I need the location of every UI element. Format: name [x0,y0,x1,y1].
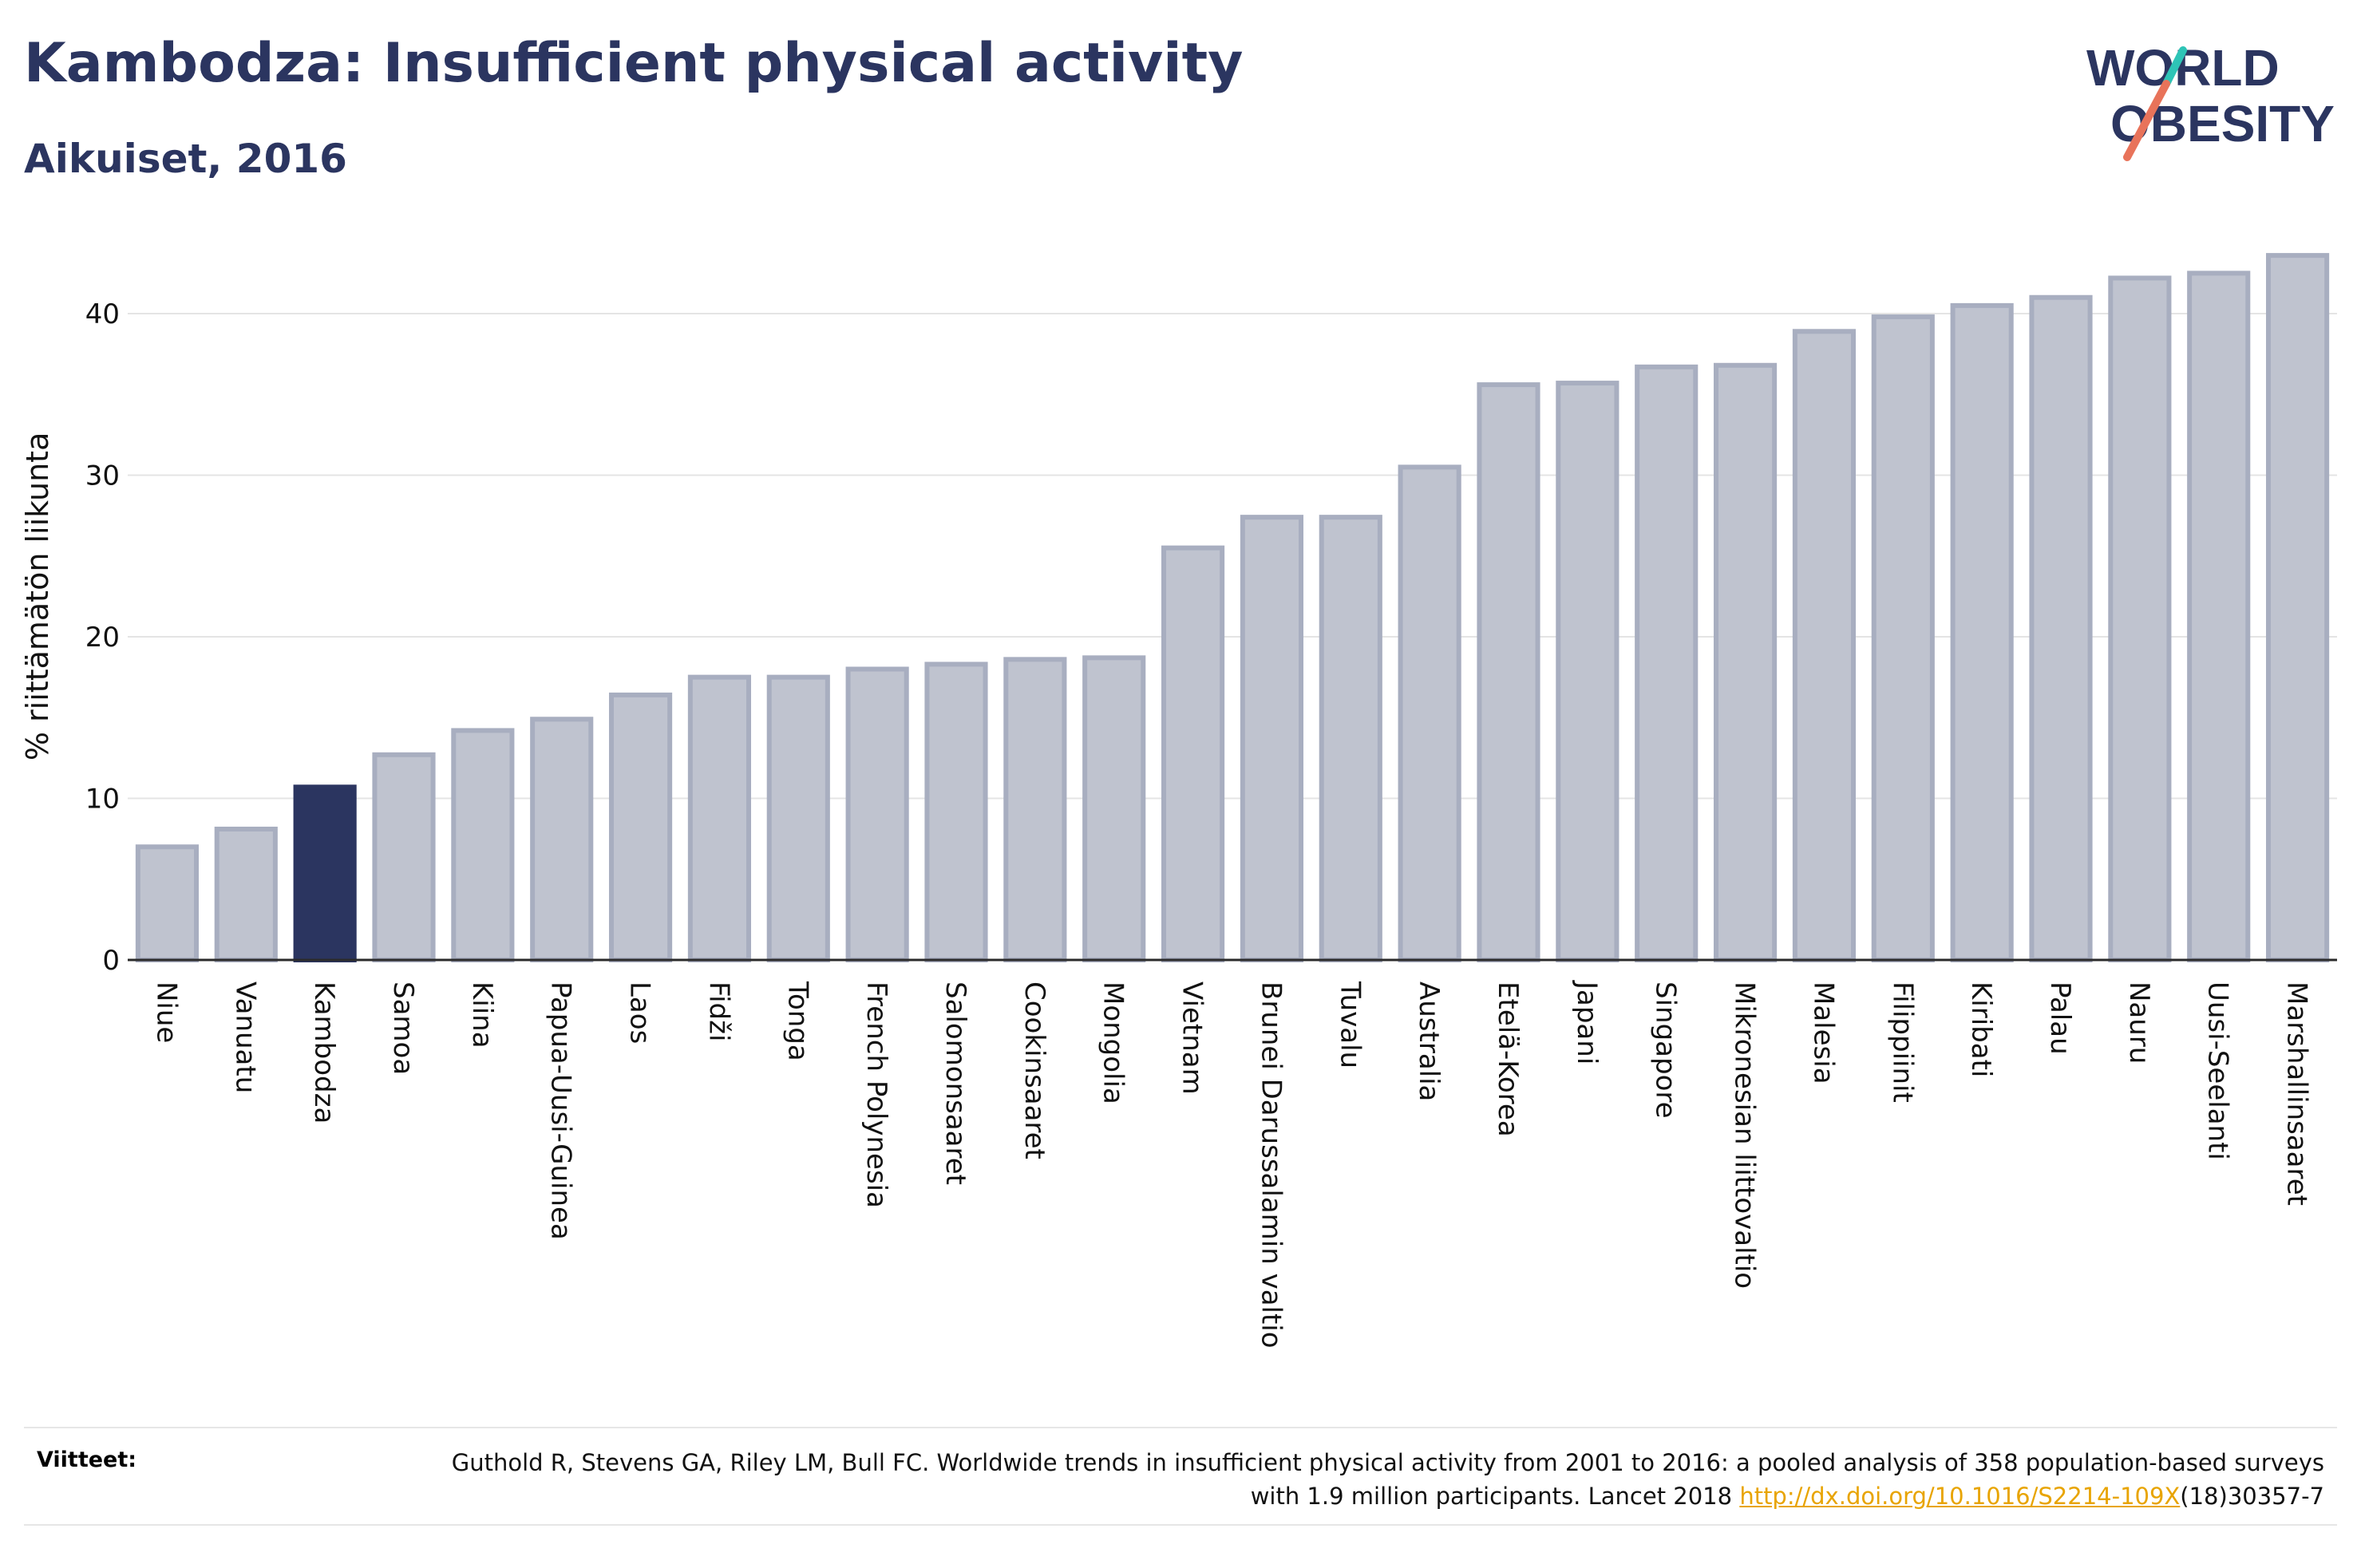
x-tick-label: Kambodza [308,981,340,1124]
bar[interactable] [1398,464,1461,962]
reference-citation: Guthold R, Stevens GA, Riley LM, Bull FC… [451,1449,2324,1510]
footer-divider-top [24,1427,2337,1428]
y-tick-label: 10 [85,784,120,816]
bar[interactable] [2108,275,2172,962]
x-tick-label: Nauru [2123,981,2155,1064]
bar[interactable] [1792,329,1857,962]
x-tick-label: Kiina [466,981,498,1049]
x-tick-label: Marshallinsaaret [2281,981,2313,1206]
y-tick-label: 0 [102,945,120,977]
world-obesity-logo: WORLD OBESITY [2086,39,2335,161]
x-tick-label: Papua-Uusi-Guinea [545,981,577,1240]
references-label: Viitteet: [37,1448,137,1472]
y-tick-labels: 0 10 20 30 40 [85,298,120,977]
bar[interactable] [214,826,278,962]
x-tick-label: Singapore [1650,981,1682,1119]
bar[interactable] [608,692,673,963]
reference-doi-link[interactable]: http://dx.doi.org/10.1016/S2214-109X [1739,1483,2181,1510]
bar[interactable] [766,674,830,962]
bar[interactable] [1161,545,1225,962]
bar[interactable] [1477,382,1540,963]
bar[interactable] [1635,364,1699,962]
x-tick-label: Uusi-Seelanti [2202,981,2234,1160]
x-tick-label: Malesia [1807,981,1839,1084]
bar[interactable] [1871,314,1935,962]
bar[interactable] [135,844,200,962]
x-tick-label: Kiribati [1965,981,1997,1077]
x-tick-label: Mikronesian liittovaltio [1729,981,1761,1289]
bar[interactable] [1003,657,1067,962]
x-tick-label: Fidži [702,981,734,1041]
x-tick-label: Vietnam [1177,981,1208,1095]
x-tick-label: Laos [624,981,656,1044]
bar[interactable] [1556,381,1619,962]
y-tick-label: 30 [85,460,120,492]
chart-subtitle: Aikuiset, 2016 [24,136,347,182]
bar[interactable] [2265,253,2330,963]
x-tick-label: Samoa [387,981,419,1075]
logo-slash-top [2162,46,2187,88]
x-tick-labels: Niue Vanuatu Kambodza Samoa Kiina Papua-Uusi-… [150,980,2312,1349]
chart-title: Kambodza: Insufficient physical activity [24,32,1244,95]
bar[interactable] [1082,655,1146,962]
y-tick-label: 40 [85,298,120,330]
x-tick-label: Cookinsaaret [1018,981,1050,1159]
logo-slash-bottom [2123,80,2170,161]
bar[interactable] [1319,515,1382,962]
x-tick-label: Etelä-Korea [1492,981,1524,1137]
x-tick-label: Australia [1413,981,1445,1101]
y-tick-label: 20 [85,622,120,654]
y-axis-label: % riittämätön liikunta [20,432,55,761]
x-tick-label: Palau [2044,981,2076,1055]
x-tick-label: Niue [150,981,182,1043]
bar[interactable] [293,784,357,963]
bar[interactable] [451,728,515,962]
reference-citation-end: (18)30357-7 [2180,1483,2324,1510]
bar[interactable] [924,662,988,962]
bar[interactable] [2029,294,2093,962]
bar[interactable] [530,717,594,963]
x-tick-label: Filippiinit [1886,981,1918,1103]
x-tick-label: Japani [1571,980,1603,1064]
bar[interactable] [1240,515,1304,962]
bar[interactable] [372,752,436,962]
bar[interactable] [2187,271,2251,962]
bar[interactable] [687,674,752,962]
x-tick-label: Salomonsaaret [939,981,971,1185]
x-tick-label: Vanuatu [229,981,261,1093]
x-tick-label: Tuvalu [1334,981,1366,1068]
x-tick-label: Tonga [781,981,813,1061]
footer-divider-bottom [24,1524,2337,1526]
x-tick-label: French Polynesia [860,981,892,1208]
bar[interactable] [1713,362,1778,962]
x-tick-label: Brunei Darussalamin valtio [1255,981,1287,1349]
x-tick-label: Mongolia [1097,981,1129,1104]
bar[interactable] [845,666,909,962]
bars [135,253,2330,963]
bar[interactable] [1950,302,2014,962]
references-text: Guthold R, Stevens GA, Riley LM, Bull FC… [449,1446,2324,1513]
